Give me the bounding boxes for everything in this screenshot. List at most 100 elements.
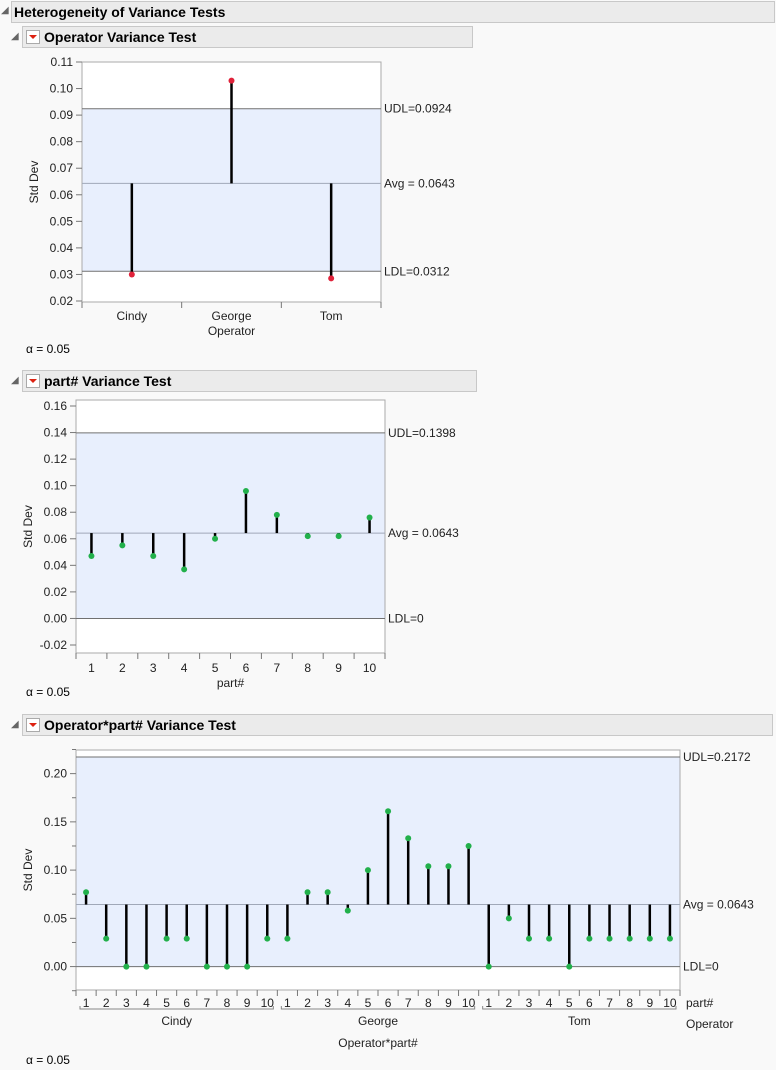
data-point [88,553,95,560]
x-tick-label: 10 [363,661,377,675]
x-tick-label: 10 [261,996,275,1010]
data-point [626,935,633,942]
red-triangle-menu-icon[interactable] [26,30,40,44]
x-tick-label: 9 [445,996,452,1010]
data-point [546,935,553,942]
x-tick-label: 9 [646,996,653,1010]
y-tick-label: 0.05 [44,911,68,925]
group-bracket [79,1006,274,1010]
sub-axis-label: part# [686,996,714,1010]
decision-band [76,757,680,967]
collapse-icon[interactable]: ◢ [11,31,19,42]
data-point [83,889,90,896]
data-point [304,533,311,540]
x-tick-label: 2 [304,996,311,1010]
data-point [284,935,291,942]
x-tick-label: 10 [663,996,677,1010]
y-tick-label: 0.00 [44,611,68,625]
data-point [183,935,190,942]
x-tick-label: Cindy [116,309,147,323]
section-header-part[interactable]: part# Variance Test [22,370,477,392]
data-point [666,935,673,942]
x-tick-label: 1 [485,996,492,1010]
collapse-icon[interactable]: ◢ [1,5,9,16]
x-tick-label: 8 [224,996,231,1010]
x-tick-label: Tom [320,309,343,323]
y-tick-label: 0.00 [44,960,68,974]
x-tick-label: 5 [163,996,170,1010]
y-tick-label: 0.08 [50,135,74,149]
y-axis-title: Std Dev [21,849,35,892]
y-tick-label: 0.02 [44,585,68,599]
data-point [586,935,593,942]
x-tick-label: 7 [606,996,613,1010]
group-bracket [482,1006,677,1010]
x-tick-label: 1 [284,996,291,1010]
data-point [445,863,452,870]
x-tick-label: 9 [244,996,251,1010]
x-tick-label: 4 [546,996,553,1010]
report-header[interactable]: Heterogeneity of Variance Tests [11,1,775,23]
data-point [244,963,251,970]
data-point [335,533,342,540]
x-tick-label: 3 [324,996,331,1010]
data-point [485,963,492,970]
alpha-label: α = 0.05 [26,342,70,356]
x-tick-label: 6 [183,996,190,1010]
x-tick-label: 6 [586,996,593,1010]
x-tick-label: 2 [103,996,110,1010]
x-tick-label: 2 [506,996,513,1010]
section-title: Operator*part# Variance Test [44,717,236,733]
data-point [242,487,249,494]
report-title: Heterogeneity of Variance Tests [14,4,226,20]
y-tick-label: 0.02 [50,294,74,308]
data-point [364,867,371,874]
group-label: George [358,1014,398,1028]
group-axis-label: Operator [686,1017,733,1031]
x-tick-label: 3 [150,661,157,675]
udl-label: UDL=0.1398 [388,426,456,440]
data-point [228,77,235,84]
group-label: Tom [568,1014,591,1028]
ldl-label: LDL=0 [388,611,424,625]
x-tick-label: 5 [212,661,219,675]
data-point [646,935,653,942]
x-axis-title: Operator [208,324,255,338]
data-point [505,915,512,922]
data-point [304,889,311,896]
y-axis-title: Std Dev [27,161,41,204]
data-point [526,935,532,942]
data-point [273,511,280,518]
alpha-label: α = 0.05 [26,685,70,699]
section-header-operator[interactable]: Operator Variance Test [22,26,473,48]
data-point [344,907,351,914]
y-tick-label: 0.04 [44,558,68,572]
x-axis-title: part# [217,676,245,690]
y-tick-label: 0.06 [50,188,74,202]
section-title: part# Variance Test [44,373,172,389]
red-triangle-menu-icon[interactable] [26,374,40,388]
data-point [163,935,170,942]
data-point [385,808,392,815]
y-tick-label: 0.12 [44,452,68,466]
data-point [405,835,412,842]
data-point [150,553,157,560]
x-tick-label: 8 [425,996,432,1010]
red-triangle-menu-icon[interactable] [26,718,40,732]
data-point [606,935,613,942]
section-header-operator-part[interactable]: Operator*part# Variance Test [22,714,773,736]
collapse-icon[interactable]: ◢ [11,375,19,386]
x-tick-label: 8 [626,996,633,1010]
x-tick-label: 4 [143,996,150,1010]
collapse-icon[interactable]: ◢ [11,719,19,730]
avg-label: Avg = 0.0643 [384,176,455,190]
data-point [119,542,126,549]
x-tick-label: 7 [204,996,211,1010]
x-tick-label: 3 [123,996,130,1010]
y-tick-label: 0.05 [50,214,74,228]
data-point [366,514,373,521]
y-tick-label: 0.20 [44,767,68,781]
data-point [566,963,573,970]
decision-band [76,432,385,619]
